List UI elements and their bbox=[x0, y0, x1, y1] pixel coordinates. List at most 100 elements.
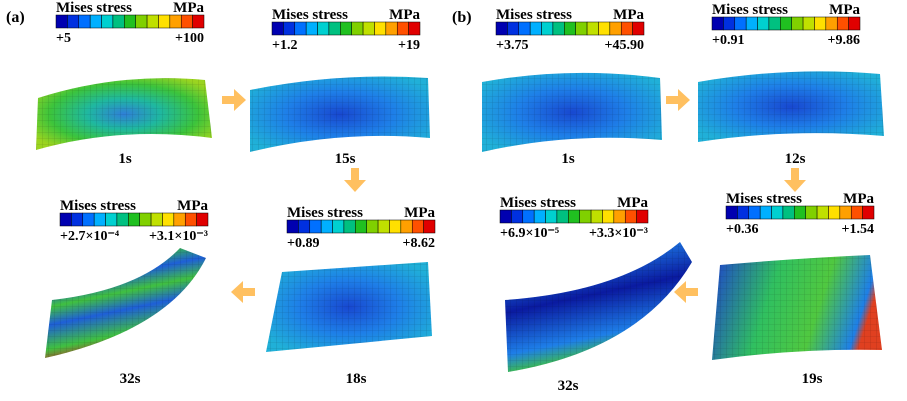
colorbar-unit: MPa bbox=[404, 205, 435, 221]
colorbar-cell bbox=[576, 22, 587, 35]
colorbar-cell bbox=[553, 22, 564, 35]
colorbar-cell bbox=[56, 15, 67, 28]
colorbar-cell bbox=[329, 22, 340, 35]
colorbar-max: +3.3×10⁻³ bbox=[589, 226, 648, 241]
colorbar-cell bbox=[723, 17, 734, 30]
time-label: 1s bbox=[118, 151, 132, 167]
colorbar-cell bbox=[412, 220, 423, 233]
panel-label: (a) bbox=[6, 9, 25, 26]
colorbar-cell bbox=[197, 213, 208, 226]
colorbar-cell bbox=[94, 213, 105, 226]
colorbar-cell bbox=[828, 206, 839, 219]
stage: Mises stressMPa+2.7×10⁻⁴+3.1×10⁻³32s bbox=[45, 198, 208, 387]
colorbar-min: +3.75 bbox=[496, 38, 528, 53]
colorbar-max: +1.54 bbox=[842, 222, 874, 237]
colorbar-cell bbox=[826, 17, 837, 30]
colorbar-cell bbox=[534, 210, 545, 223]
colorbar-cell bbox=[625, 210, 636, 223]
colorbar-max: +3.1×10⁻³ bbox=[149, 229, 208, 244]
colorbar-cell bbox=[113, 15, 124, 28]
colorbar-max: +45.90 bbox=[605, 38, 644, 53]
colorbar-cell bbox=[147, 15, 158, 28]
colorbar-max: +8.62 bbox=[403, 236, 435, 251]
colorbar-cell bbox=[128, 213, 139, 226]
plate-mesh bbox=[45, 248, 206, 358]
colorbar-cell bbox=[310, 220, 321, 233]
colorbar-cell bbox=[374, 22, 385, 35]
colorbar-cell bbox=[610, 22, 621, 35]
colorbar-cell bbox=[591, 210, 602, 223]
colorbar-cell bbox=[193, 15, 204, 28]
time-label: 32s bbox=[558, 378, 579, 394]
colorbar-cell bbox=[298, 220, 309, 233]
colorbar-cell bbox=[760, 206, 771, 219]
colorbar-cell bbox=[803, 17, 814, 30]
stage: Mises stressMPa+0.89+8.6218s bbox=[266, 205, 435, 387]
colorbar-cell bbox=[557, 210, 568, 223]
time-label: 1s bbox=[561, 151, 575, 167]
colorbar-cell bbox=[568, 210, 579, 223]
colorbar-max: +9.86 bbox=[828, 33, 860, 48]
colorbar-cell bbox=[598, 22, 609, 35]
colorbar-cell bbox=[849, 17, 860, 30]
colorbar-cell bbox=[837, 17, 848, 30]
colorbar-cell bbox=[344, 220, 355, 233]
colorbar-cell bbox=[840, 206, 851, 219]
arrow bbox=[784, 168, 806, 192]
colorbar-cell bbox=[140, 213, 151, 226]
colorbar-cell bbox=[602, 210, 613, 223]
panel-label: (b) bbox=[452, 9, 472, 26]
colorbar-cell bbox=[124, 15, 135, 28]
colorbar-cell bbox=[367, 220, 378, 233]
colorbar-title: Mises stress bbox=[712, 2, 788, 18]
colorbar-cell bbox=[746, 17, 757, 30]
colorbar-cell bbox=[340, 22, 351, 35]
colorbar-cell bbox=[117, 213, 128, 226]
colorbar-cell bbox=[794, 206, 805, 219]
colorbar-unit: MPa bbox=[617, 195, 648, 211]
colorbar-title: Mises stress bbox=[56, 0, 132, 16]
colorbar-unit: MPa bbox=[389, 7, 420, 23]
colorbar-cell bbox=[507, 22, 518, 35]
colorbar-cell bbox=[542, 22, 553, 35]
colorbar-cell bbox=[389, 220, 400, 233]
colorbar-max: +100 bbox=[175, 31, 204, 46]
colorbar-cell bbox=[546, 210, 557, 223]
colorbar-cell bbox=[185, 213, 196, 226]
colorbar-cell bbox=[769, 17, 780, 30]
colorbar-min: +0.91 bbox=[712, 33, 744, 48]
colorbar-max: +19 bbox=[398, 38, 420, 53]
colorbar-cell bbox=[530, 22, 541, 35]
colorbar-min: +0.36 bbox=[726, 222, 758, 237]
colorbar-cell bbox=[637, 210, 648, 223]
stage: Mises stressMPa+3.75+45.901s bbox=[482, 7, 662, 167]
colorbar-cell bbox=[817, 206, 828, 219]
colorbar-cell bbox=[780, 17, 791, 30]
colorbar-cell bbox=[737, 206, 748, 219]
colorbar-cell bbox=[564, 22, 575, 35]
plate-mesh bbox=[482, 73, 662, 152]
colorbar-cell bbox=[523, 210, 534, 223]
colorbar-cell bbox=[712, 17, 723, 30]
plate-mesh bbox=[698, 71, 884, 142]
figure: (a)Mises stressMPa+5+1001sMises stressMP… bbox=[0, 0, 907, 401]
colorbar-cell bbox=[735, 17, 746, 30]
colorbar-cell bbox=[614, 210, 625, 223]
colorbar-cell bbox=[814, 17, 825, 30]
colorbar-min: +2.7×10⁻⁴ bbox=[60, 229, 120, 244]
colorbar-cell bbox=[587, 22, 598, 35]
colorbar-cell bbox=[511, 210, 522, 223]
colorbar-cell bbox=[500, 210, 511, 223]
colorbar-cell bbox=[170, 15, 181, 28]
colorbar-cell bbox=[424, 220, 435, 233]
colorbar-cell bbox=[90, 15, 101, 28]
arrow bbox=[666, 89, 690, 111]
colorbar-cell bbox=[633, 22, 644, 35]
colorbar-cell bbox=[318, 22, 329, 35]
colorbar-cell bbox=[496, 22, 507, 35]
colorbar-cell bbox=[386, 22, 397, 35]
colorbar-cell bbox=[806, 206, 817, 219]
colorbar-cell bbox=[287, 220, 298, 233]
